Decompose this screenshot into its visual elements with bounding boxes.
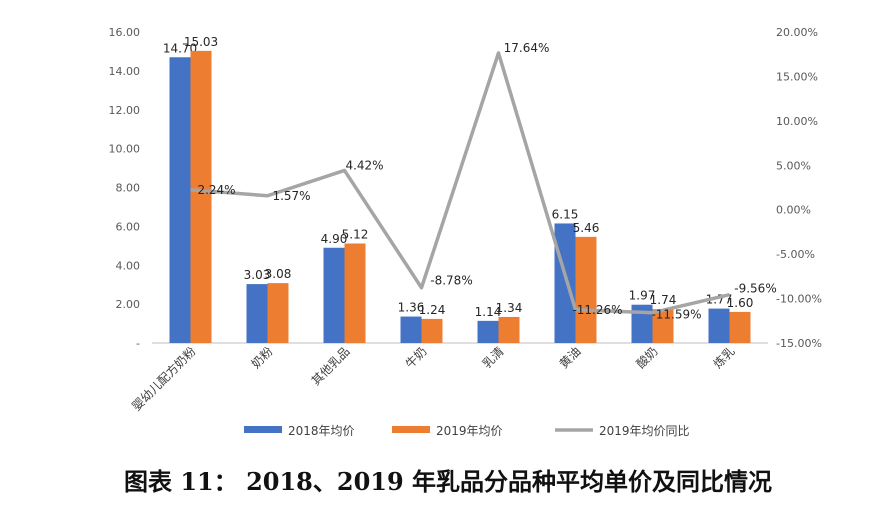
bar	[267, 283, 289, 343]
bar	[400, 316, 422, 343]
line-data-label: -8.78%	[430, 274, 472, 288]
bar-data-label: 14.70	[163, 41, 197, 55]
figure-caption: 图表 11： 2018、2019 年乳品分品种平均单价及同比情况	[123, 467, 773, 496]
y-right-tick-label: -5.00%	[776, 248, 815, 261]
y-left-tick-label: -	[136, 337, 140, 350]
line-data-label: 2.24%	[197, 183, 235, 197]
bar	[421, 318, 443, 343]
y-left-tick-label: 6.00	[116, 220, 141, 233]
category-label: 酸奶	[633, 344, 661, 372]
bar-data-label: 1.34	[496, 301, 523, 315]
line-data-label: 1.57%	[272, 189, 310, 203]
category-label: 黄油	[557, 344, 584, 371]
y-right-tick-label: 10.00%	[776, 115, 818, 128]
bar-data-label: 5.46	[573, 221, 600, 235]
category-label: 婴幼儿配方奶粉	[129, 344, 199, 414]
legend-label: 2018年均价	[288, 424, 355, 438]
bar	[631, 304, 653, 343]
price-chart: - 2.00 4.00 6.00 8.00 10.00 12.00 14.00 16.00 -15…	[109, 26, 822, 438]
legend-swatch	[244, 426, 282, 433]
line-data-label: 4.42%	[345, 158, 383, 172]
bar	[729, 311, 751, 343]
y-left-tick-label: 14.00	[109, 65, 141, 78]
legend-swatch	[392, 426, 430, 433]
bar	[169, 57, 191, 344]
line-data-label: -9.56%	[734, 282, 776, 296]
bar	[246, 284, 268, 343]
bar	[190, 50, 212, 344]
category-label: 奶粉	[249, 344, 276, 371]
y-left-tick-label: 2.00	[116, 298, 141, 311]
line-series-yoy	[190, 51, 730, 315]
bar-data-label: 6.15	[552, 207, 579, 221]
bar-data-label: 1.74	[650, 293, 677, 307]
category-label: 乳清	[480, 344, 507, 371]
bar-data-label: 1.36	[398, 301, 425, 315]
bar-data-label: 3.03	[244, 268, 271, 282]
line-data-label: 17.64%	[504, 41, 550, 55]
category-label: 其他乳品	[309, 344, 353, 388]
bar	[344, 243, 366, 343]
y-right-tick-label: 20.00%	[776, 26, 818, 39]
bar-data-label: 3.08	[265, 267, 292, 281]
bar-data-label: 1.14	[475, 305, 502, 319]
y-left-tick-label: 12.00	[109, 104, 141, 117]
legend-label: 2019年均价同比	[599, 424, 690, 438]
bar-data-label: 1.24	[419, 303, 446, 317]
y-left-tick-label: 4.00	[116, 259, 141, 272]
y-left-tick-label: 8.00	[116, 182, 141, 195]
bar	[652, 309, 674, 343]
y-right-tick-label: -15.00%	[776, 337, 822, 350]
y-left-tick-label: 16.00	[109, 26, 141, 39]
category-label: 牛奶	[402, 344, 430, 372]
y-right-tick-label: 15.00%	[776, 70, 818, 83]
category-label: 炼乳	[710, 344, 738, 372]
bar-data-label: 4.90	[321, 232, 348, 246]
bar-data-label: 15.03	[184, 35, 218, 49]
bar-data-label: 1.60	[727, 296, 754, 310]
y-right-tick-label: -10.00%	[776, 293, 822, 306]
line-data-label: -11.59%	[651, 308, 701, 322]
bar	[477, 320, 499, 343]
line-data-label: -11.26%	[572, 303, 622, 317]
bar	[575, 236, 597, 343]
bar-data-label: 5.12	[342, 227, 369, 241]
bar-data-label: 1.97	[629, 289, 656, 303]
bar	[323, 247, 345, 343]
y-right-tick-label: 5.00%	[776, 159, 811, 172]
legend-label: 2019年均价	[436, 424, 503, 438]
bar	[708, 308, 730, 343]
y-right-tick-label: 0.00%	[776, 204, 811, 217]
y-left-tick-label: 10.00	[109, 143, 141, 156]
bar	[498, 316, 520, 343]
bar	[554, 223, 576, 343]
